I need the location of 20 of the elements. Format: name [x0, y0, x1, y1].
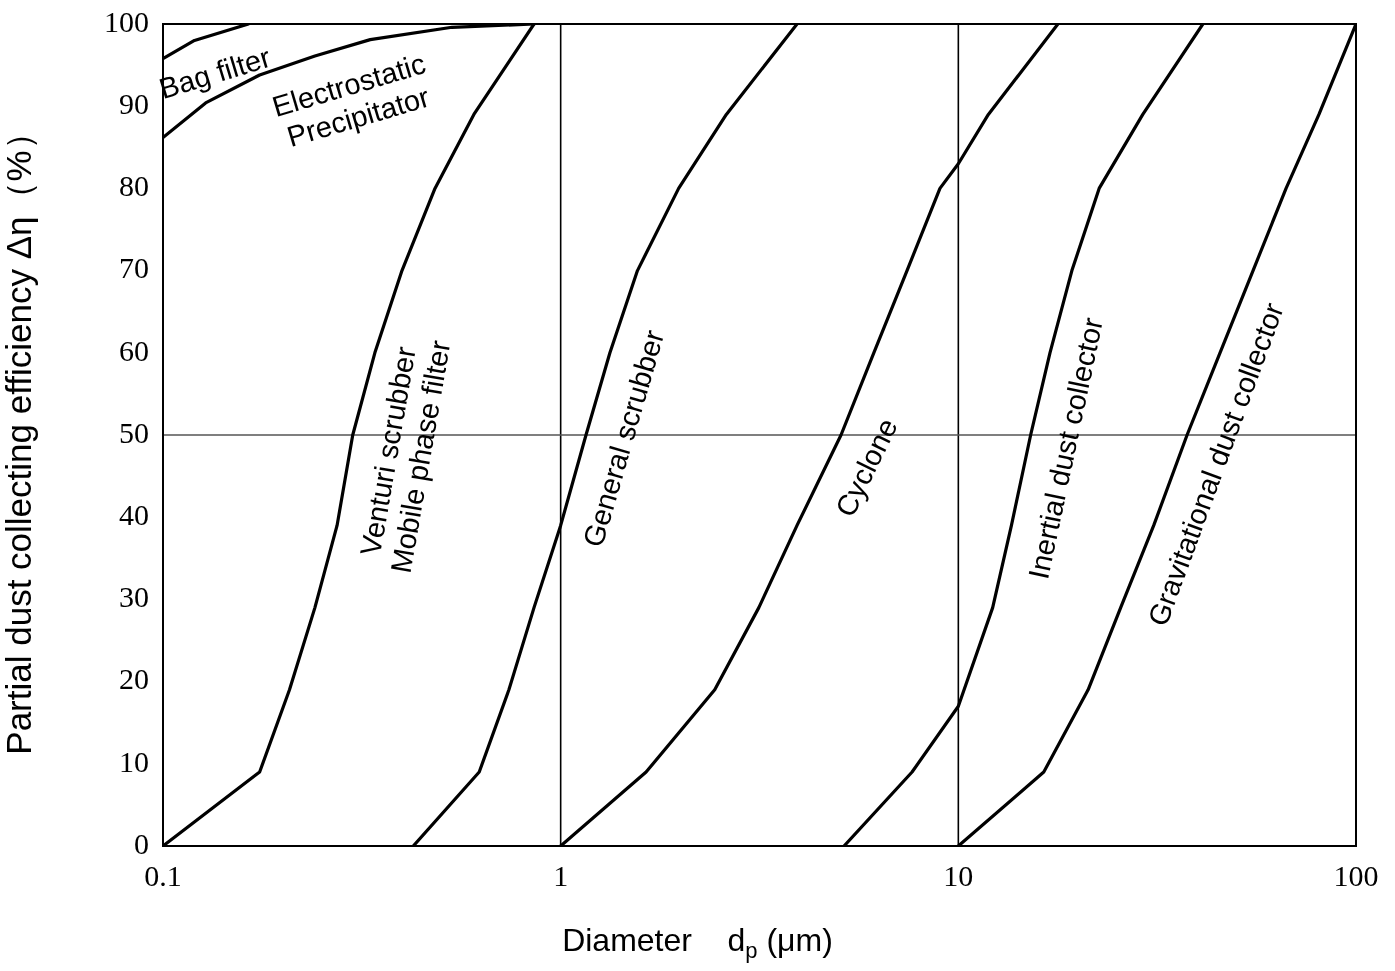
x-axis-title: Diameter d$_{p}$ (μm)	[561, 922, 834, 965]
y-tick-label: 10	[119, 744, 149, 778]
text: General scrubber	[576, 326, 671, 551]
y-tick-label: 40	[119, 498, 149, 532]
y-tick-label: 30	[119, 580, 149, 614]
y-tick-label: 80	[119, 169, 149, 203]
y-axis-title: Partial dust collecting efficiency Δη（%）	[0, 115, 38, 755]
x-tick-label: 1	[553, 858, 569, 892]
x-tick-label: 10	[943, 858, 974, 892]
x-tick-label: 0.1	[144, 858, 182, 892]
y-tick-label: 70	[119, 251, 149, 285]
y-tick-label: 0	[134, 826, 149, 860]
text: Inertial dust collector	[1022, 314, 1109, 582]
y-tick-label: 50	[119, 415, 149, 449]
y-tick-label: 60	[119, 333, 149, 367]
y-tick-label: 20	[119, 662, 149, 696]
y-tick-label: 100	[104, 4, 149, 38]
text: Venturi scrubber Mobile phase filter	[354, 337, 457, 576]
x-tick-label: 100	[1333, 858, 1379, 892]
y-tick-label: 90	[119, 87, 149, 121]
